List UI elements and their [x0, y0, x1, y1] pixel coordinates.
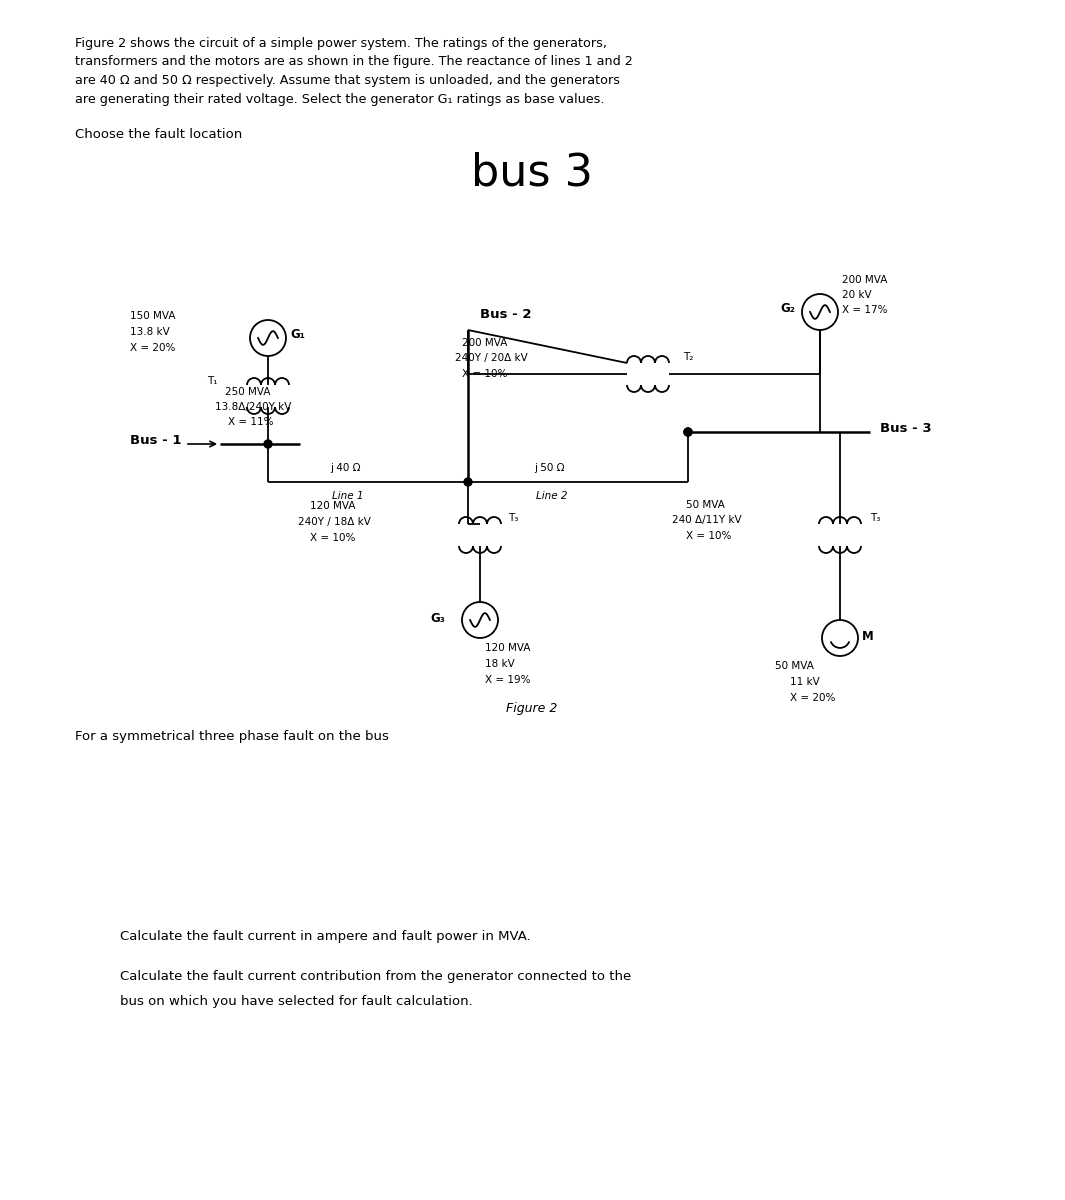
- Text: M: M: [862, 630, 873, 642]
- Text: 240Y / 20Δ kV: 240Y / 20Δ kV: [455, 353, 528, 362]
- Text: T₃: T₃: [508, 514, 519, 523]
- Circle shape: [684, 428, 692, 436]
- Text: T₃: T₃: [870, 514, 881, 523]
- Text: 50 MVA: 50 MVA: [686, 500, 725, 510]
- Text: 13.8Δ/240Y kV: 13.8Δ/240Y kV: [215, 402, 292, 412]
- Text: Figure 2 shows the circuit of a simple power system. The ratings of the generato: Figure 2 shows the circuit of a simple p…: [75, 37, 633, 106]
- Text: 200 MVA: 200 MVA: [842, 275, 887, 284]
- Text: X = 10%: X = 10%: [310, 533, 356, 542]
- Text: j 40 Ω: j 40 Ω: [330, 463, 360, 473]
- Text: X = 17%: X = 17%: [842, 305, 887, 314]
- Text: T₁: T₁: [207, 376, 217, 386]
- Text: Line 2: Line 2: [536, 491, 568, 502]
- Text: 200 MVA: 200 MVA: [462, 338, 507, 348]
- Text: 18 kV: 18 kV: [485, 659, 514, 670]
- Circle shape: [264, 440, 272, 448]
- Text: T₂: T₂: [683, 352, 693, 362]
- Text: X = 10%: X = 10%: [462, 370, 507, 379]
- Circle shape: [464, 478, 472, 486]
- Text: 250 MVA: 250 MVA: [225, 386, 271, 397]
- Text: X = 20%: X = 20%: [790, 692, 835, 703]
- Text: 50 MVA: 50 MVA: [775, 661, 814, 671]
- Text: 240Y / 18Δ kV: 240Y / 18Δ kV: [298, 517, 371, 527]
- Text: For a symmetrical three phase fault on the bus: For a symmetrical three phase fault on t…: [75, 730, 389, 743]
- Text: Line 1: Line 1: [332, 491, 363, 502]
- Text: 120 MVA: 120 MVA: [485, 643, 530, 653]
- Text: 11 kV: 11 kV: [790, 677, 820, 686]
- Text: X = 20%: X = 20%: [130, 343, 176, 353]
- Text: Bus - 1: Bus - 1: [130, 433, 181, 446]
- Text: bus 3: bus 3: [471, 152, 593, 194]
- Text: G₃: G₃: [430, 612, 445, 624]
- Text: 240 Δ/11Y kV: 240 Δ/11Y kV: [672, 515, 741, 526]
- Text: G₁: G₁: [290, 328, 305, 341]
- Text: j 50 Ω: j 50 Ω: [534, 463, 564, 473]
- Text: X = 11%: X = 11%: [228, 416, 274, 427]
- Text: 150 MVA: 150 MVA: [130, 311, 176, 320]
- Text: Bus - 2: Bus - 2: [480, 307, 531, 320]
- Text: Calculate the fault current in ampere and fault power in MVA.: Calculate the fault current in ampere an…: [120, 930, 530, 943]
- Text: 13.8 kV: 13.8 kV: [130, 326, 169, 337]
- Text: X = 10%: X = 10%: [686, 530, 732, 541]
- Circle shape: [684, 428, 692, 436]
- Text: G₂: G₂: [780, 301, 794, 314]
- Text: Choose the fault location: Choose the fault location: [75, 128, 242, 140]
- Text: 20 kV: 20 kV: [842, 290, 871, 300]
- Text: X = 19%: X = 19%: [485, 674, 530, 685]
- Text: Calculate the fault current contribution from the generator connected to the: Calculate the fault current contribution…: [120, 970, 632, 983]
- Text: 120 MVA: 120 MVA: [310, 502, 356, 511]
- Text: Figure 2: Figure 2: [506, 702, 558, 715]
- Text: Bus - 3: Bus - 3: [880, 421, 932, 434]
- Text: bus on which you have selected for fault calculation.: bus on which you have selected for fault…: [120, 995, 473, 1008]
